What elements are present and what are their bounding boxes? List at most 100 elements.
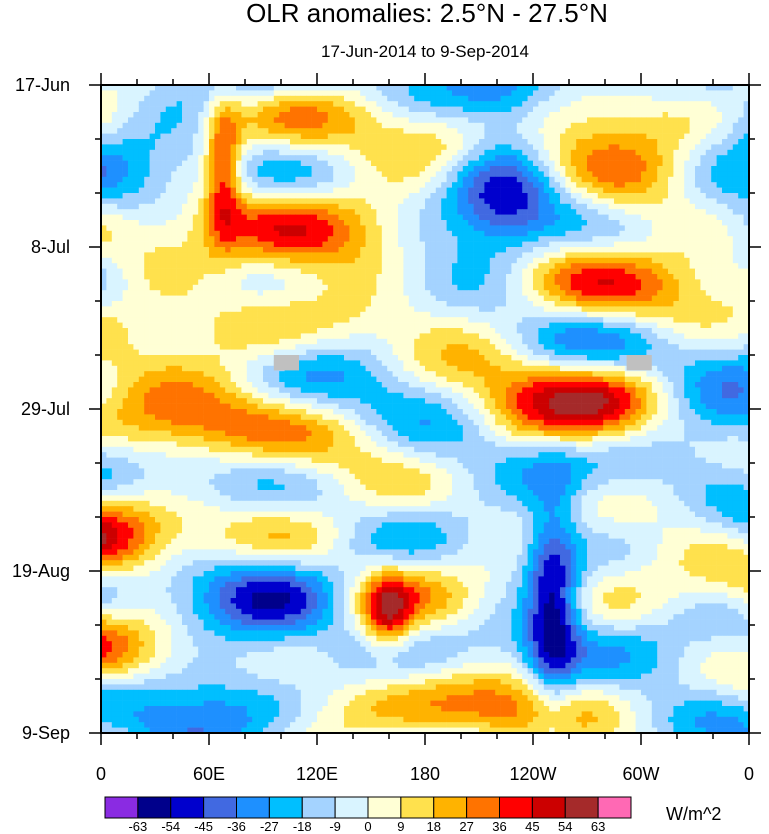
anomaly-cell xyxy=(257,182,264,188)
anomaly-cell xyxy=(446,112,453,118)
anomaly-cell xyxy=(279,203,285,210)
anomaly-cell xyxy=(138,160,145,167)
anomaly-cell xyxy=(149,268,156,275)
anomaly-cell xyxy=(705,122,712,129)
anomaly-cell xyxy=(101,182,107,188)
anomaly-cell xyxy=(371,279,377,286)
anomaly-cell xyxy=(673,209,680,215)
anomaly-cell xyxy=(538,241,545,248)
anomaly-cell xyxy=(381,193,388,199)
anomaly-cell xyxy=(543,295,550,302)
anomaly-cell xyxy=(522,149,528,156)
anomaly-cell xyxy=(182,257,188,264)
anomaly-cell xyxy=(165,160,172,167)
anomaly-cell xyxy=(489,279,496,286)
anomaly-cell xyxy=(608,252,615,259)
anomaly-cell xyxy=(576,171,582,178)
anomaly-cell xyxy=(452,101,458,107)
anomaly-cell xyxy=(333,252,339,259)
anomaly-cell xyxy=(576,166,582,172)
anomaly-cell xyxy=(241,171,248,178)
anomaly-cell xyxy=(133,122,140,129)
anomaly-cell xyxy=(651,284,658,291)
anomaly-cell xyxy=(344,203,350,210)
anomaly-cell xyxy=(484,155,491,161)
anomaly-cell xyxy=(149,106,156,113)
anomaly-cell xyxy=(160,225,167,232)
anomaly-cell xyxy=(711,128,717,134)
anomaly-cell xyxy=(495,247,501,253)
anomaly-cell xyxy=(516,166,523,172)
anomaly-cell xyxy=(495,274,501,280)
anomaly-cell xyxy=(425,171,431,178)
anomaly-cell xyxy=(344,279,350,286)
anomaly-cell xyxy=(165,247,172,253)
anomaly-cell xyxy=(392,263,399,269)
anomaly-cell xyxy=(284,230,291,237)
anomaly-cell xyxy=(381,236,388,242)
anomaly-cell xyxy=(684,95,690,102)
anomaly-cell xyxy=(624,85,631,91)
anomaly-cell xyxy=(587,90,593,97)
anomaly-cell xyxy=(128,139,134,145)
anomaly-cell xyxy=(338,290,345,296)
anomaly-cell xyxy=(279,257,285,264)
anomaly-cell xyxy=(219,198,226,205)
anomaly-cell xyxy=(673,263,680,269)
anomaly-cell xyxy=(662,241,669,248)
anomaly-cell xyxy=(565,149,572,156)
anomaly-cell xyxy=(716,155,723,161)
anomaly-cell xyxy=(457,225,464,232)
anomaly-cell xyxy=(570,252,577,259)
anomaly-cell xyxy=(689,117,696,124)
anomaly-cell xyxy=(506,166,512,172)
anomaly-cell xyxy=(317,198,323,205)
anomaly-cell xyxy=(587,225,593,232)
anomaly-cell xyxy=(624,220,631,226)
anomaly-cell xyxy=(192,117,199,124)
anomaly-cell xyxy=(392,225,399,232)
anomaly-cell xyxy=(479,187,485,194)
anomaly-cell xyxy=(468,85,474,91)
anomaly-cell xyxy=(624,122,631,129)
anomaly-cell xyxy=(581,171,588,178)
anomaly-cell xyxy=(538,214,545,221)
anomaly-cell xyxy=(570,247,577,253)
anomaly-cell xyxy=(344,139,350,145)
anomaly-cell xyxy=(149,203,156,210)
anomaly-cell xyxy=(657,106,663,113)
anomaly-cell xyxy=(268,284,275,291)
anomaly-cell xyxy=(230,160,237,167)
anomaly-cell xyxy=(554,166,561,172)
anomaly-cell xyxy=(549,171,555,178)
anomaly-cell xyxy=(533,252,539,259)
anomaly-cell xyxy=(128,247,134,253)
anomaly-cell xyxy=(344,144,350,151)
anomaly-cell xyxy=(435,139,442,145)
anomaly-cell xyxy=(527,284,534,291)
anomaly-cell xyxy=(608,133,615,140)
anomaly-cell xyxy=(689,101,696,107)
anomaly-cell xyxy=(300,220,307,226)
anomaly-cell xyxy=(446,128,453,134)
anomaly-cell xyxy=(268,133,275,140)
anomaly-cell xyxy=(236,133,242,140)
anomaly-cell xyxy=(651,252,658,259)
anomaly-cell xyxy=(662,160,669,167)
anomaly-cell xyxy=(317,176,323,183)
anomaly-cell xyxy=(311,236,318,242)
anomaly-cell xyxy=(408,236,415,242)
anomaly-cell xyxy=(263,252,269,259)
anomaly-cell xyxy=(392,214,399,221)
anomaly-cell xyxy=(446,95,453,102)
anomaly-cell xyxy=(716,209,723,215)
anomaly-cell xyxy=(187,139,194,145)
anomaly-cell xyxy=(138,241,145,248)
anomaly-cell xyxy=(111,274,118,280)
anomaly-cell xyxy=(619,122,626,129)
anomaly-cell xyxy=(678,241,685,248)
chart-title: OLR anomalies: 2.5°N - 27.5°N xyxy=(246,0,608,28)
anomaly-cell xyxy=(149,209,156,215)
anomaly-cell xyxy=(641,295,647,302)
anomaly-cell xyxy=(608,101,615,107)
